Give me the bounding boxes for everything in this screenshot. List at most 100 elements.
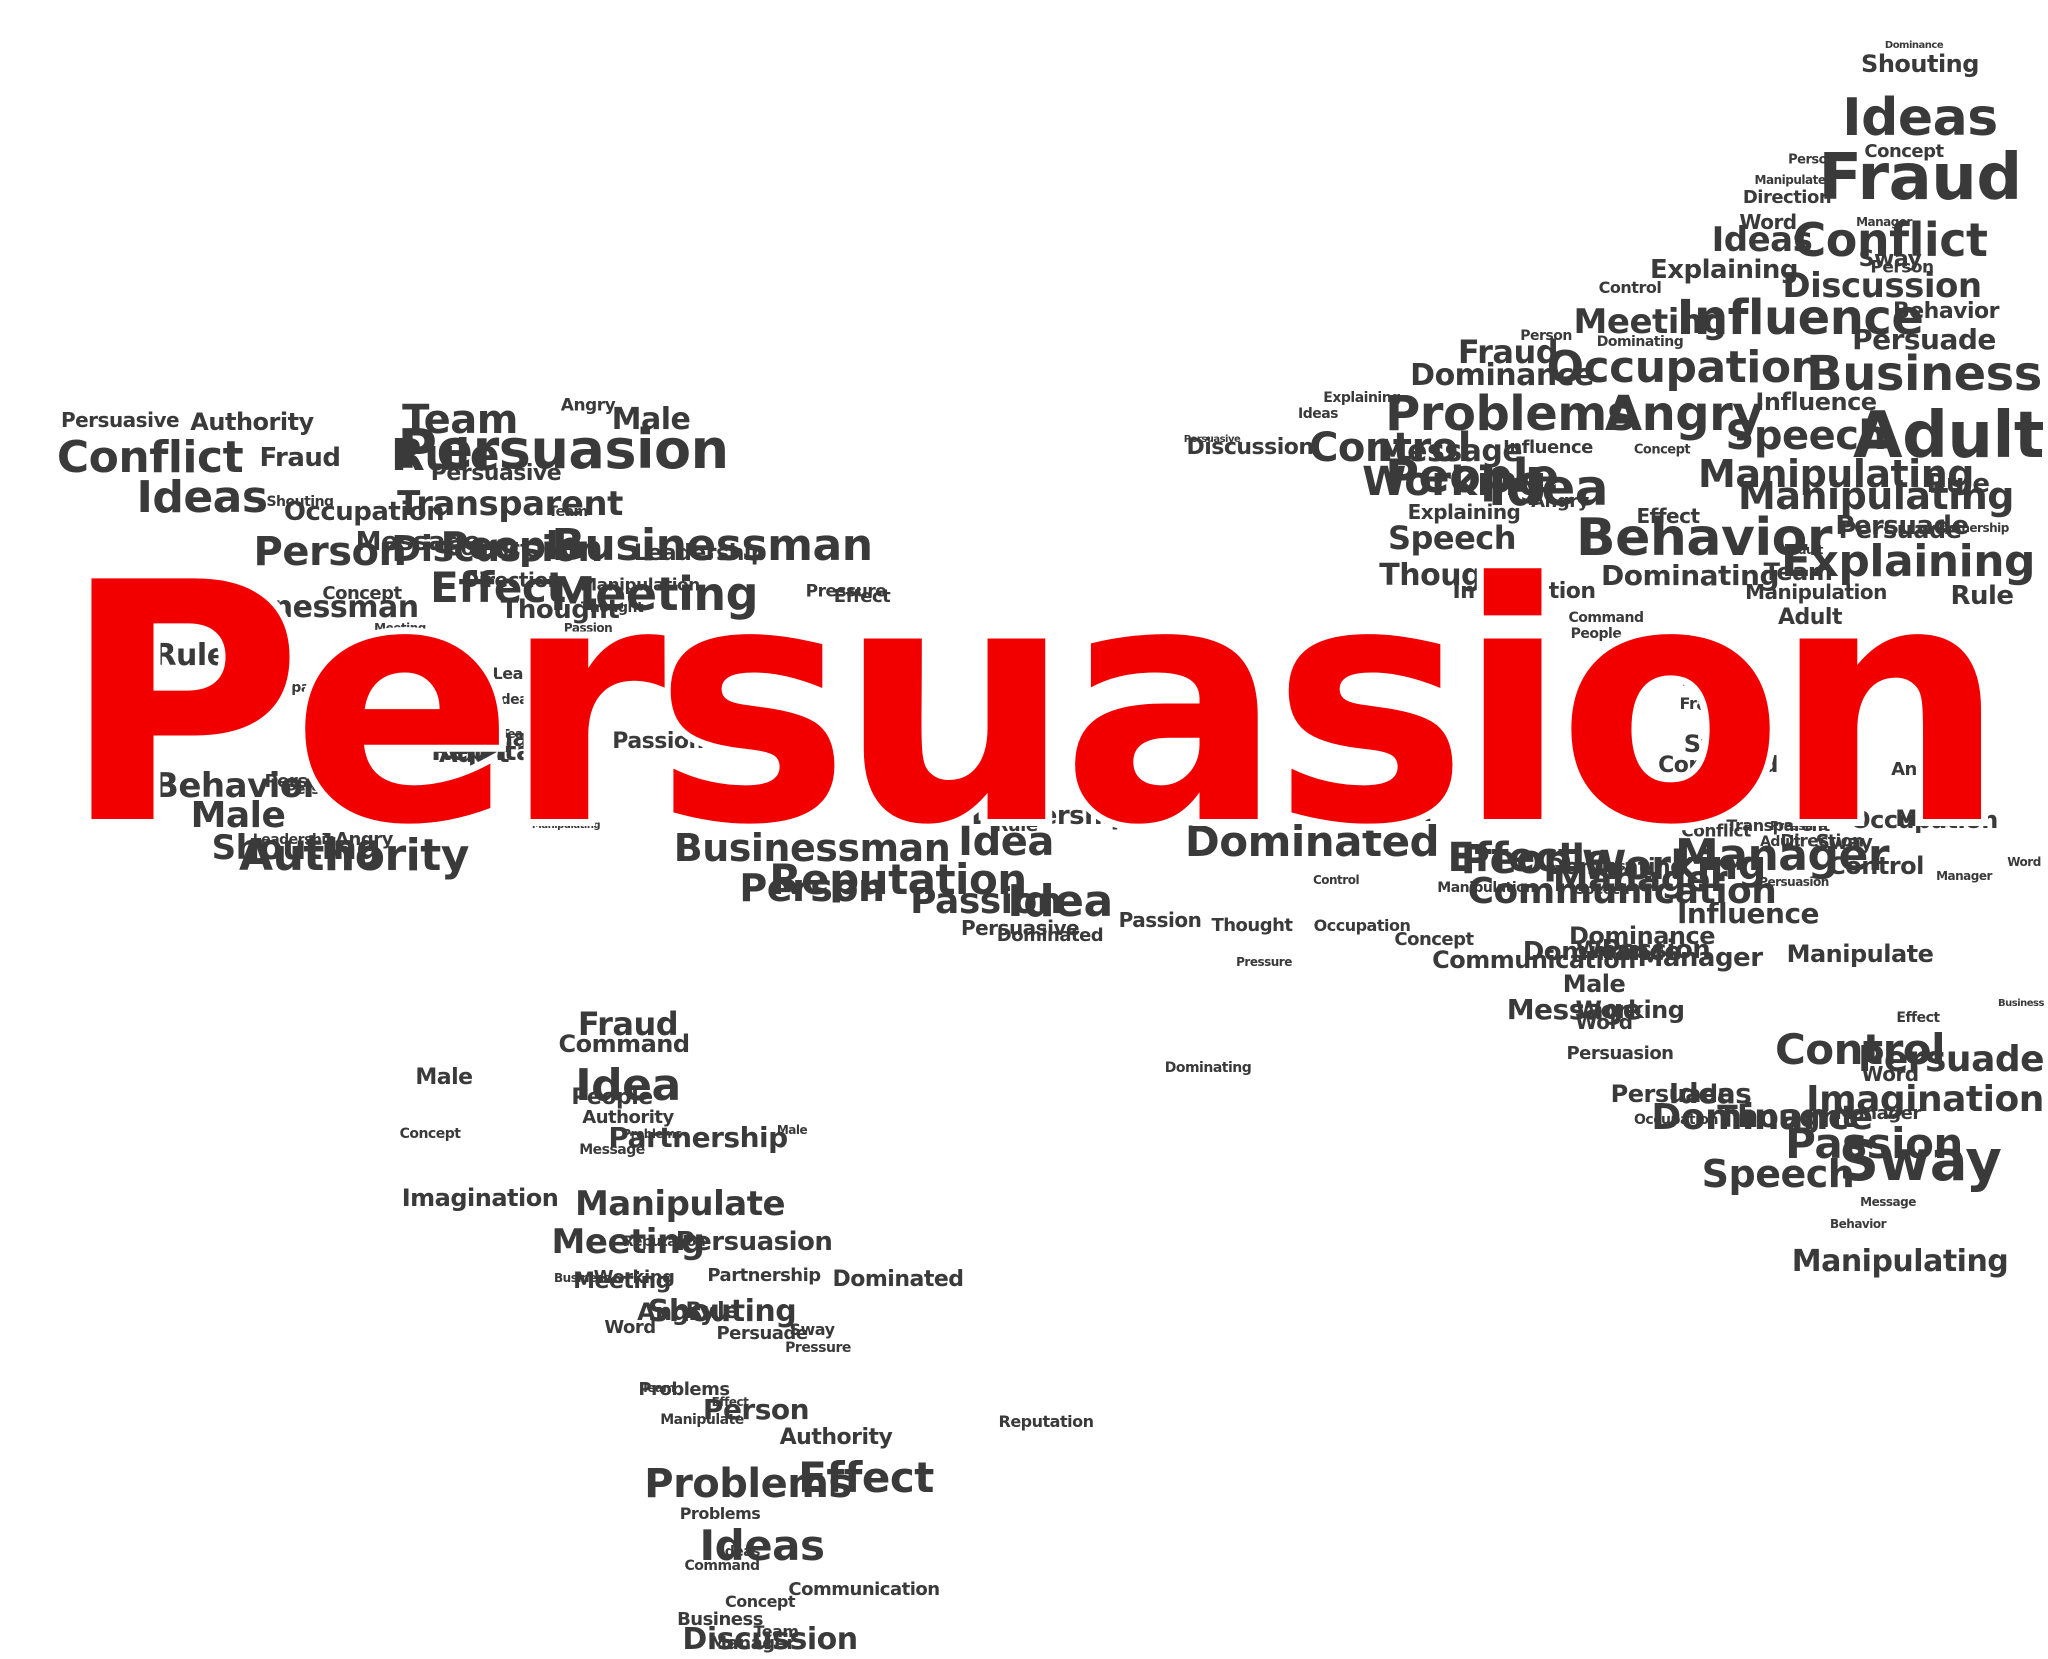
- cloud-word: Manipulate: [1786, 940, 1934, 968]
- cloud-word: Control: [1312, 873, 1360, 887]
- cloud-word: Adult: [1760, 834, 1800, 850]
- cloud-word: Manipulate: [1754, 173, 1826, 187]
- cloud-word: Leadership: [633, 541, 767, 566]
- cloud-word: Rule: [1950, 581, 2014, 611]
- cloud-word: Dominance: [1884, 40, 1944, 51]
- cloud-word: Manipulating: [1698, 452, 1974, 496]
- cloud-word: Effect: [1636, 504, 1700, 528]
- cloud-word: Persuasion: [1759, 875, 1829, 889]
- cloud-word: Male: [776, 1123, 808, 1137]
- cloud-word: Ideas: [699, 1521, 825, 1570]
- cloud-word: Male: [1895, 807, 1953, 832]
- cloud-word: Person: [286, 782, 338, 798]
- cloud-word: Person: [702, 1393, 810, 1426]
- cloud-word: Concept: [1633, 442, 1691, 458]
- cloud-word: Manipulate: [574, 1184, 786, 1224]
- cloud-word: Persuade: [716, 1323, 808, 1344]
- cloud-word: Team: [402, 397, 518, 443]
- cloud-word: Concept: [1394, 929, 1474, 950]
- cloud-word: Word: [604, 1317, 656, 1338]
- cloud-word: Business: [1806, 346, 2042, 402]
- cloud-word: Sway: [789, 1320, 835, 1339]
- cloud-word: Person: [1520, 328, 1572, 344]
- cloud-word: Idea: [958, 819, 1054, 865]
- cloud-word: Explaining: [1780, 536, 2036, 587]
- cloud-word: Control: [1309, 425, 1471, 471]
- cloud-word: Occupation: [1633, 1112, 1719, 1128]
- cloud-word: Occupation: [283, 497, 445, 527]
- cloud-word: Male: [415, 1065, 473, 1090]
- cloud-word: Manager: [1835, 1103, 1921, 1124]
- cloud-word: Explaining: [1649, 255, 1799, 285]
- cloud-word: Discussion: [682, 1622, 858, 1657]
- cloud-word: Conflict: [1792, 213, 1988, 267]
- cloud-word: Thought: [1717, 1100, 1855, 1135]
- cloud-word: Fraud: [1457, 333, 1559, 371]
- cloud-word: Person: [739, 866, 885, 910]
- cloud-word: Fraud: [259, 443, 341, 473]
- cloud-word: Idea: [495, 692, 529, 708]
- cloud-word: Male: [1562, 970, 1626, 998]
- cloud-word: Ideas: [1591, 859, 1625, 873]
- cloud-word: Control: [1774, 1025, 1946, 1074]
- cloud-word: Command: [1568, 610, 1644, 626]
- cloud-word: People: [571, 1085, 653, 1110]
- cloud-word: Passion: [1601, 935, 1711, 965]
- cloud-word: Fraud: [415, 730, 465, 749]
- cloud-word: Business: [554, 1271, 610, 1285]
- cloud-word: Persuasion: [1566, 1043, 1674, 1064]
- cloud-word: Meeting: [573, 1269, 671, 1294]
- cloud-word: Meeting: [374, 621, 426, 635]
- cloud-word: Male: [1686, 661, 1718, 675]
- cloud-word: Passion: [910, 881, 1062, 922]
- cloud-word: Person: [1788, 152, 1836, 168]
- cloud-word: Leadership: [252, 832, 336, 848]
- cloud-word: Persuade: [1857, 1039, 2045, 1080]
- cloud-word: Rule: [1926, 469, 1990, 499]
- cloud-word: Ideas: [1668, 1077, 1752, 1110]
- cloud-word: Manager: [709, 1633, 795, 1654]
- cloud-word: Discussion: [1186, 435, 1314, 460]
- cloud-word: Transparent: [397, 484, 623, 524]
- cloud-word: Angry: [1531, 491, 1589, 512]
- cloud-word: People: [1570, 626, 1622, 642]
- cloud-word: Effect: [711, 1395, 749, 1409]
- cloud-word: Effect: [798, 1453, 934, 1502]
- cloud-word: Businessman: [551, 520, 873, 571]
- cloud-word: Leadership: [492, 664, 588, 683]
- cloud-word: Shouting: [211, 828, 381, 868]
- cloud-word: Ideas: [1297, 406, 1339, 422]
- cloud-word: Ideas: [1711, 220, 1813, 260]
- cloud-word: Passion: [1118, 908, 1202, 932]
- cloud-word: Message: [1377, 434, 1523, 469]
- cloud-word: Behavior: [1829, 1217, 1887, 1231]
- cloud-word: Dominated: [832, 1267, 964, 1292]
- cloud-word: Command: [684, 1558, 760, 1574]
- cloud-word: Reputation: [769, 855, 1027, 904]
- cloud-word: Partnership: [707, 1265, 821, 1286]
- cloud-word: Person: [1870, 257, 1934, 278]
- cloud-word: Authority: [779, 1425, 893, 1450]
- headline-word: Persuasion: [54, 513, 2014, 897]
- cloud-word: Behavior: [1575, 508, 1833, 568]
- cloud-word: Message: [579, 1142, 645, 1158]
- cloud-word: Persuade: [1838, 516, 1962, 544]
- cloud-word: Partnership: [608, 1121, 788, 1154]
- cloud-word: Speech: [1574, 882, 1630, 898]
- cloud-word: People: [440, 524, 584, 568]
- cloud-word: Conflict: [1681, 821, 1751, 842]
- cloud-word: Ideas: [1842, 88, 1998, 148]
- cloud-word: Message: [1681, 674, 1743, 690]
- cloud-word: Concept: [399, 1126, 461, 1142]
- cloud-word: Dominating: [1546, 855, 1686, 880]
- cloud-word: Team: [753, 1622, 799, 1641]
- cloud-word: Persuasion: [397, 418, 729, 481]
- cloud-word: Dominance: [1568, 922, 1716, 950]
- cloud-word: Rule: [390, 430, 500, 481]
- cloud-word: Dominance: [1410, 358, 1594, 393]
- cloud-word: Dominating: [1596, 334, 1684, 350]
- cloud-word: Shouting: [266, 494, 334, 510]
- cloud-word: Sway: [1815, 830, 1873, 854]
- cloud-word: Command: [1658, 753, 1778, 778]
- cloud-word: Problems: [1385, 386, 1635, 442]
